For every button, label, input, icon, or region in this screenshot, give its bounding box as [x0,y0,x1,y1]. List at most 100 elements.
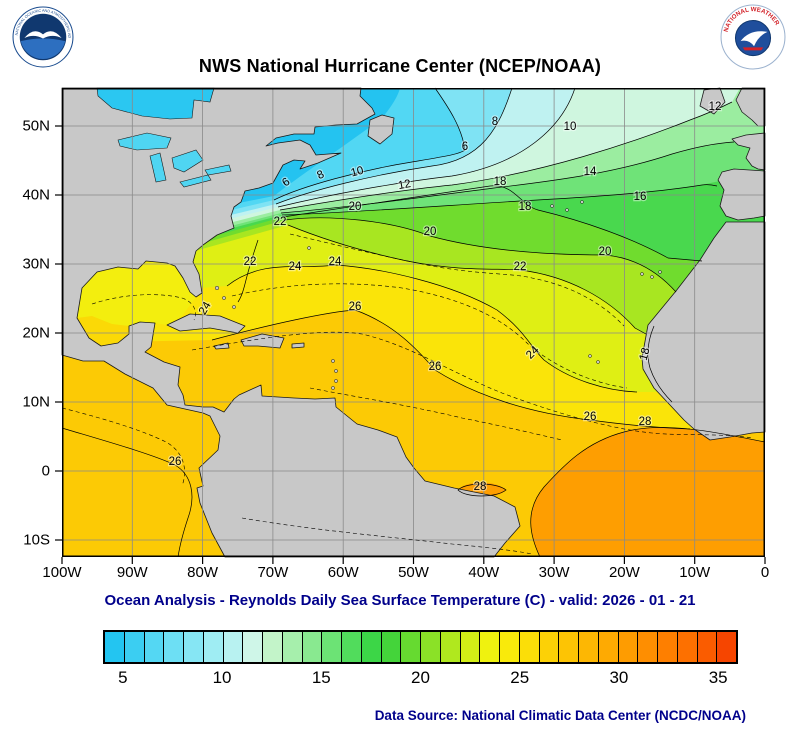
sst-map: 6 8 10 12 6 8 10 12 14 16 18 18 20 20 20 22 22 22 24 24 24 24… [55,87,766,564]
colorbar-cell [282,632,303,662]
land-puerto-rico [291,342,305,349]
colorbar-cell [559,632,579,662]
colorbar-cell [322,632,342,662]
colorbar-cell [618,632,639,662]
colorbar-tick-label: 15 [311,668,331,687]
colorbar-cell [697,632,718,662]
colorbar-cell [401,632,421,662]
lake-superior [117,132,172,151]
isotherm-label: 22 [274,216,287,228]
colorbar-cell [440,632,461,662]
longitude-tick-label: 100W [42,564,82,581]
plot-caption: Ocean Analysis - Reynolds Daily Sea Surf… [104,592,696,609]
nws-logo: NATIONAL WEATHER SERVICE [720,4,786,70]
isotherm-label: 10 [349,165,364,180]
latitude-tick-label: 50N [22,117,50,135]
longitude-axis: 100W 90W 80W 70W 60W 50W 40W 30W 20W 10W 0 [42,564,769,584]
land-cuba [166,313,246,334]
isotherm-label: 16 [634,191,647,203]
sst-colorbar [103,630,738,664]
latitude-tick-label: 30N [22,255,50,273]
inland-water [96,87,232,188]
colorbar-cell [381,632,402,662]
noaa-seagull-icon [24,31,62,39]
colorbar-tick-label: 5 [118,668,128,687]
colorbar-cell [203,632,224,662]
isotherm-label: 26 [584,411,597,423]
colorbar-cell [500,632,520,662]
plot-frame [62,88,765,557]
colorbar-cell [144,632,165,662]
isotherm-label: 20 [424,226,437,238]
isotherm-lines-dashed [61,233,753,555]
colorbar-cell [658,632,678,662]
colorbar-cell [598,632,619,662]
latitude-tick-label: 0 [41,462,50,480]
isotherm-label: 10 [564,121,577,133]
colorbar-tick-label: 35 [708,668,728,687]
colorbar-tick-labels: 5 10 15 20 25 30 35 [103,668,738,690]
page-title: NWS National Hurricane Center (NCEP/NOAA… [198,56,602,76]
isotherm-label: 8 [492,116,498,128]
isotherm-label: 18 [494,176,507,188]
isotherm-label: 26 [169,456,182,468]
isotherm-label: 18 [638,346,653,361]
isotherm-label: 20 [349,201,362,213]
longitude-tick-label: 60W [327,564,359,581]
isotherm-lines [61,87,766,558]
colorbar-cell [164,632,184,662]
longitude-tick-label: 40W [468,564,500,581]
landmasses [61,87,766,558]
land-iberia [717,168,766,221]
colorbar-cell [717,632,736,662]
colorbar-cell [223,632,244,662]
colorbar-cell [342,632,362,662]
isotherm-label: 22 [514,261,527,273]
colorbar-cell [579,632,599,662]
isotherm-label: 24 [329,256,342,268]
isotherm-label: 26 [429,361,442,373]
axis-ticks [55,125,766,564]
colorbar-cell [263,632,283,662]
noaa-logo: NATIONAL OCEANIC AND ATMOSPHERIC ADMINIS… [12,6,74,68]
isotherm-label: 28 [474,481,487,493]
isotherm-label: 18 [519,201,532,213]
longitude-tick-label: 80W [187,564,219,581]
colorbar-cell [361,632,382,662]
noaa-emblem-sea [20,38,66,60]
isotherm-label: 14 [584,166,597,178]
longitude-tick-label: 90W [116,564,148,581]
hudson-bay [96,87,215,120]
isotherm-label: 6 [462,141,468,153]
colorbar-cell [539,632,560,662]
colorbar-cell [124,632,145,662]
colorbar-cell [460,632,481,662]
colorbar-cell [677,632,698,662]
isotherm-label: 28 [639,416,652,428]
colorbar-tick-label: 30 [609,668,629,687]
longitude-tick-label: 50W [398,564,429,581]
longitude-tick-label: 70W [257,564,289,581]
colorbar-cell [302,632,323,662]
land-jamaica [213,342,230,350]
grid-lines [62,88,765,557]
longitude-tick-label: 20W [608,564,640,581]
land-africa [641,221,766,441]
small-islands [214,200,662,390]
colorbar-tick-label: 10 [212,668,232,687]
colorbar-cell [105,632,125,662]
isotherm-label: 20 [599,246,612,258]
isotherm-label: 22 [244,256,257,268]
colorbar-cell [184,632,204,662]
data-source-note: Data Source: National Climatic Data Cent… [374,708,746,723]
longitude-tick-label: 10W [679,564,711,581]
latitude-tick-label: 10S [23,531,50,549]
lake-ontario [204,164,232,176]
colorbar-tick-label: 25 [510,668,530,687]
latitude-tick-label: 20N [22,324,50,342]
colorbar-cell [638,632,658,662]
longitude-tick-label: 30W [538,564,570,581]
colorbar-cell [421,632,441,662]
land-newfoundland [367,114,395,145]
